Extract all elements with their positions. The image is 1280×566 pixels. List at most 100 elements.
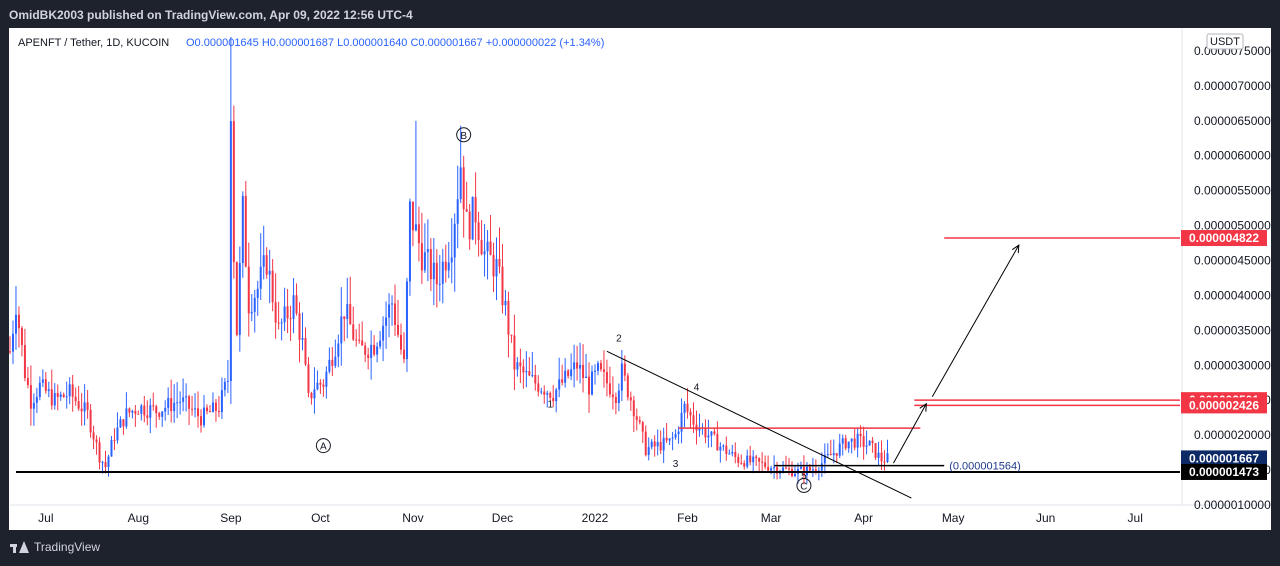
candle-body: [561, 379, 564, 383]
candle-body: [665, 437, 668, 441]
candle-body: [50, 389, 53, 406]
candle-body: [405, 281, 408, 359]
candle-body: [749, 455, 752, 463]
candle-body: [549, 392, 552, 398]
candle-body: [555, 389, 558, 402]
price-label-bg: [1181, 397, 1267, 414]
candle-body: [704, 427, 707, 438]
candle-body: [65, 396, 68, 398]
candle-body: [292, 295, 295, 319]
candle-body: [280, 322, 283, 324]
price-label: 0.000002426: [1189, 398, 1259, 412]
arrow-head: [919, 402, 927, 412]
candle-body: [364, 345, 367, 355]
candle-body: [56, 392, 59, 397]
candle-body: [328, 359, 331, 372]
candle-body: [334, 356, 337, 366]
candle-body: [737, 456, 740, 463]
candle-body: [131, 410, 134, 413]
candle-body: [862, 436, 865, 447]
candle-body: [385, 317, 388, 326]
candle-body: [832, 453, 835, 456]
x-tick-label: Nov: [402, 511, 423, 525]
candle-body: [214, 402, 217, 411]
candle-body: [116, 427, 119, 441]
price-chart[interactable]: 0.00000100000.00000150000.00000200000.00…: [0, 0, 1280, 530]
candle-body: [47, 389, 50, 391]
candle-body: [656, 441, 659, 447]
candle-body: [680, 412, 683, 432]
wave-label-circle: [796, 477, 812, 493]
price-label: 0.000001667: [1189, 451, 1259, 465]
candle-body: [86, 402, 89, 410]
candle-body: [152, 405, 155, 407]
candle-body: [253, 297, 256, 312]
candle-body: [635, 416, 638, 421]
arrow-head: [1011, 244, 1020, 254]
candle-body: [474, 196, 477, 223]
candle-body: [683, 403, 686, 413]
candle-body: [859, 433, 862, 437]
candle-body: [471, 196, 474, 240]
candle-body: [620, 363, 623, 391]
candle-body: [310, 392, 313, 399]
candle-body: [346, 304, 349, 319]
candle-body: [459, 167, 462, 200]
candle-body: [373, 344, 376, 355]
chart-frame[interactable]: [9, 28, 1271, 530]
candle-body: [465, 209, 468, 212]
candle-body: [32, 402, 35, 409]
candle-body: [295, 295, 298, 314]
candle-body: [543, 391, 546, 395]
candle-body: [501, 266, 504, 306]
candle-body: [41, 379, 44, 383]
tradingview-logo[interactable]: TradingView: [10, 540, 100, 554]
y-tick-label: 0.0000060000: [1194, 149, 1271, 163]
candle-body: [486, 241, 489, 252]
candle-body: [722, 445, 725, 447]
candle-body: [226, 381, 229, 383]
projection-arrow: [893, 403, 927, 464]
candle-body: [176, 402, 179, 404]
candle-body: [585, 376, 588, 378]
candle-body: [444, 261, 447, 271]
candle-body: [376, 346, 379, 355]
candle-body: [44, 379, 47, 391]
candle-body: [77, 401, 80, 409]
candle-body: [128, 408, 131, 413]
candle-body: [185, 396, 188, 398]
candle-body: [770, 468, 773, 471]
candle-body: [170, 398, 173, 412]
candle-body: [316, 382, 319, 390]
candle-body: [35, 397, 38, 403]
candle-body: [599, 363, 602, 370]
candle-body: [331, 359, 334, 366]
candle-body: [217, 410, 220, 413]
candle-body: [355, 339, 358, 341]
candle-body: [197, 408, 200, 417]
candle-body: [203, 407, 206, 426]
candle-body: [402, 349, 405, 359]
descending-trendline: [606, 350, 912, 499]
candle-body: [567, 370, 570, 377]
candle-body: [689, 411, 692, 416]
candle-body: [865, 445, 868, 447]
candle-body: [826, 453, 829, 456]
x-tick-label: Dec: [492, 511, 513, 525]
candle-body: [250, 311, 253, 314]
candle-body: [435, 262, 438, 285]
x-tick-label: Apr: [854, 511, 873, 525]
candle-body: [773, 467, 776, 469]
candle-body: [534, 374, 537, 384]
price-label: 0.000004822: [1189, 231, 1259, 245]
candle-body: [319, 382, 322, 385]
candle-body: [596, 363, 599, 371]
candle-body: [880, 452, 883, 462]
candle-body: [668, 438, 671, 441]
candle-body: [788, 468, 791, 470]
x-tick-label: Jun: [1036, 511, 1055, 525]
candle-body: [528, 371, 531, 376]
candle-body: [143, 405, 146, 416]
candle-body: [388, 304, 391, 318]
candle-body: [731, 451, 734, 454]
